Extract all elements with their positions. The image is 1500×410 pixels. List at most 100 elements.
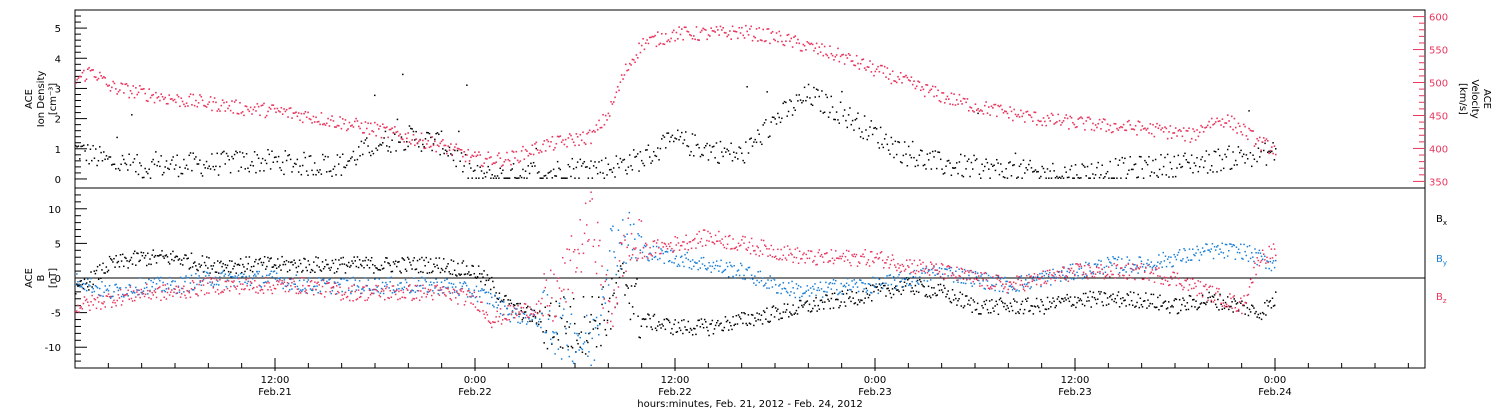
field-point-x bbox=[643, 318, 646, 321]
velocity-point bbox=[763, 40, 766, 43]
field-point-z bbox=[762, 239, 765, 242]
field-point-x bbox=[527, 305, 529, 308]
velocity-tick-label: 600 bbox=[1429, 13, 1448, 24]
field-point-x bbox=[901, 286, 904, 288]
velocity-point bbox=[770, 32, 773, 34]
field-point-y bbox=[848, 284, 850, 287]
field-point-x bbox=[261, 264, 264, 266]
field-point-y bbox=[239, 272, 242, 275]
field-point-y bbox=[938, 267, 941, 269]
field-point-z bbox=[587, 240, 589, 242]
field-point-y bbox=[615, 273, 617, 276]
velocity-point bbox=[490, 156, 492, 158]
velocity-point bbox=[1230, 115, 1233, 118]
field-point-x bbox=[636, 278, 638, 280]
density-point bbox=[745, 141, 747, 143]
field-point-y bbox=[1249, 257, 1252, 260]
field-point-z bbox=[867, 259, 870, 261]
field-point-y bbox=[643, 244, 646, 247]
density-point bbox=[933, 156, 935, 158]
field-point-y bbox=[230, 276, 232, 278]
velocity-point bbox=[738, 26, 741, 29]
velocity-point bbox=[594, 131, 596, 133]
velocity-point bbox=[986, 112, 989, 114]
field-point-z bbox=[939, 276, 942, 278]
field-point-z bbox=[753, 250, 755, 252]
field-point-y bbox=[738, 274, 741, 277]
field-point-x bbox=[885, 295, 887, 297]
density-point bbox=[576, 161, 579, 163]
field-point-y bbox=[308, 277, 311, 279]
field-point-x bbox=[406, 256, 409, 259]
field-point-y bbox=[142, 290, 145, 292]
density-point bbox=[1090, 163, 1093, 165]
field-point-x bbox=[707, 329, 709, 332]
density-point bbox=[647, 144, 650, 146]
field-point-z bbox=[403, 296, 406, 299]
field-point-x bbox=[988, 300, 991, 302]
field-point-x bbox=[319, 269, 322, 271]
field-point-y bbox=[861, 281, 863, 284]
density-point bbox=[520, 176, 523, 179]
velocity-point bbox=[403, 141, 405, 143]
velocity-point bbox=[886, 67, 889, 69]
field-point-x bbox=[201, 255, 204, 257]
field-point-y bbox=[996, 274, 999, 277]
velocity-point bbox=[1220, 124, 1222, 126]
velocity-point bbox=[1233, 117, 1236, 120]
field-point-y bbox=[1180, 259, 1182, 262]
field-point-y bbox=[708, 261, 710, 264]
field-point-x bbox=[1208, 291, 1210, 294]
field-point-y bbox=[1257, 252, 1260, 254]
field-point-x bbox=[632, 313, 635, 315]
velocity-point bbox=[1206, 124, 1209, 127]
density-point bbox=[536, 172, 539, 174]
field-point-x bbox=[892, 293, 895, 296]
density-point bbox=[476, 164, 479, 167]
field-point-y bbox=[228, 273, 231, 275]
field-point-x bbox=[1248, 308, 1251, 311]
density-point bbox=[874, 126, 877, 129]
density-point bbox=[906, 165, 909, 167]
field-point-x bbox=[950, 301, 953, 304]
velocity-point bbox=[1105, 130, 1108, 133]
velocity-point bbox=[777, 40, 779, 43]
field-point-y bbox=[833, 282, 836, 285]
velocity-point bbox=[934, 86, 937, 88]
field-point-z bbox=[418, 299, 421, 302]
field-point-z bbox=[405, 287, 408, 290]
density-point bbox=[1129, 156, 1132, 158]
field-point-y bbox=[378, 278, 381, 280]
field-point-x bbox=[698, 319, 700, 321]
density-point bbox=[910, 156, 913, 159]
field-point-y bbox=[1117, 256, 1120, 258]
field-point-x bbox=[380, 264, 383, 267]
field-point-y bbox=[1253, 260, 1255, 263]
density-point bbox=[88, 162, 90, 165]
field-point-x bbox=[1039, 310, 1041, 313]
velocity-point bbox=[992, 107, 994, 109]
field-point-y bbox=[472, 295, 474, 297]
density-point bbox=[984, 165, 986, 168]
field-point-x bbox=[1105, 304, 1108, 306]
field-point-z bbox=[561, 256, 564, 259]
velocity-point bbox=[1198, 131, 1201, 134]
density-point bbox=[791, 114, 794, 116]
density-point bbox=[719, 140, 722, 143]
velocity-point bbox=[411, 139, 413, 141]
field-point-x bbox=[338, 259, 340, 261]
field-point-y bbox=[298, 279, 301, 282]
velocity-point bbox=[116, 93, 118, 95]
field-point-y bbox=[481, 288, 483, 290]
field-point-x bbox=[961, 293, 964, 296]
field-point-x bbox=[627, 287, 630, 289]
density-point bbox=[823, 111, 826, 114]
field-point-z bbox=[1012, 281, 1015, 284]
field-point-y bbox=[672, 250, 674, 253]
field-point-z bbox=[809, 250, 812, 252]
field-point-y bbox=[1268, 267, 1270, 270]
field-point-x bbox=[151, 254, 153, 256]
velocity-point bbox=[511, 150, 514, 153]
field-point-x bbox=[999, 297, 1002, 299]
field-point-x bbox=[161, 250, 163, 252]
